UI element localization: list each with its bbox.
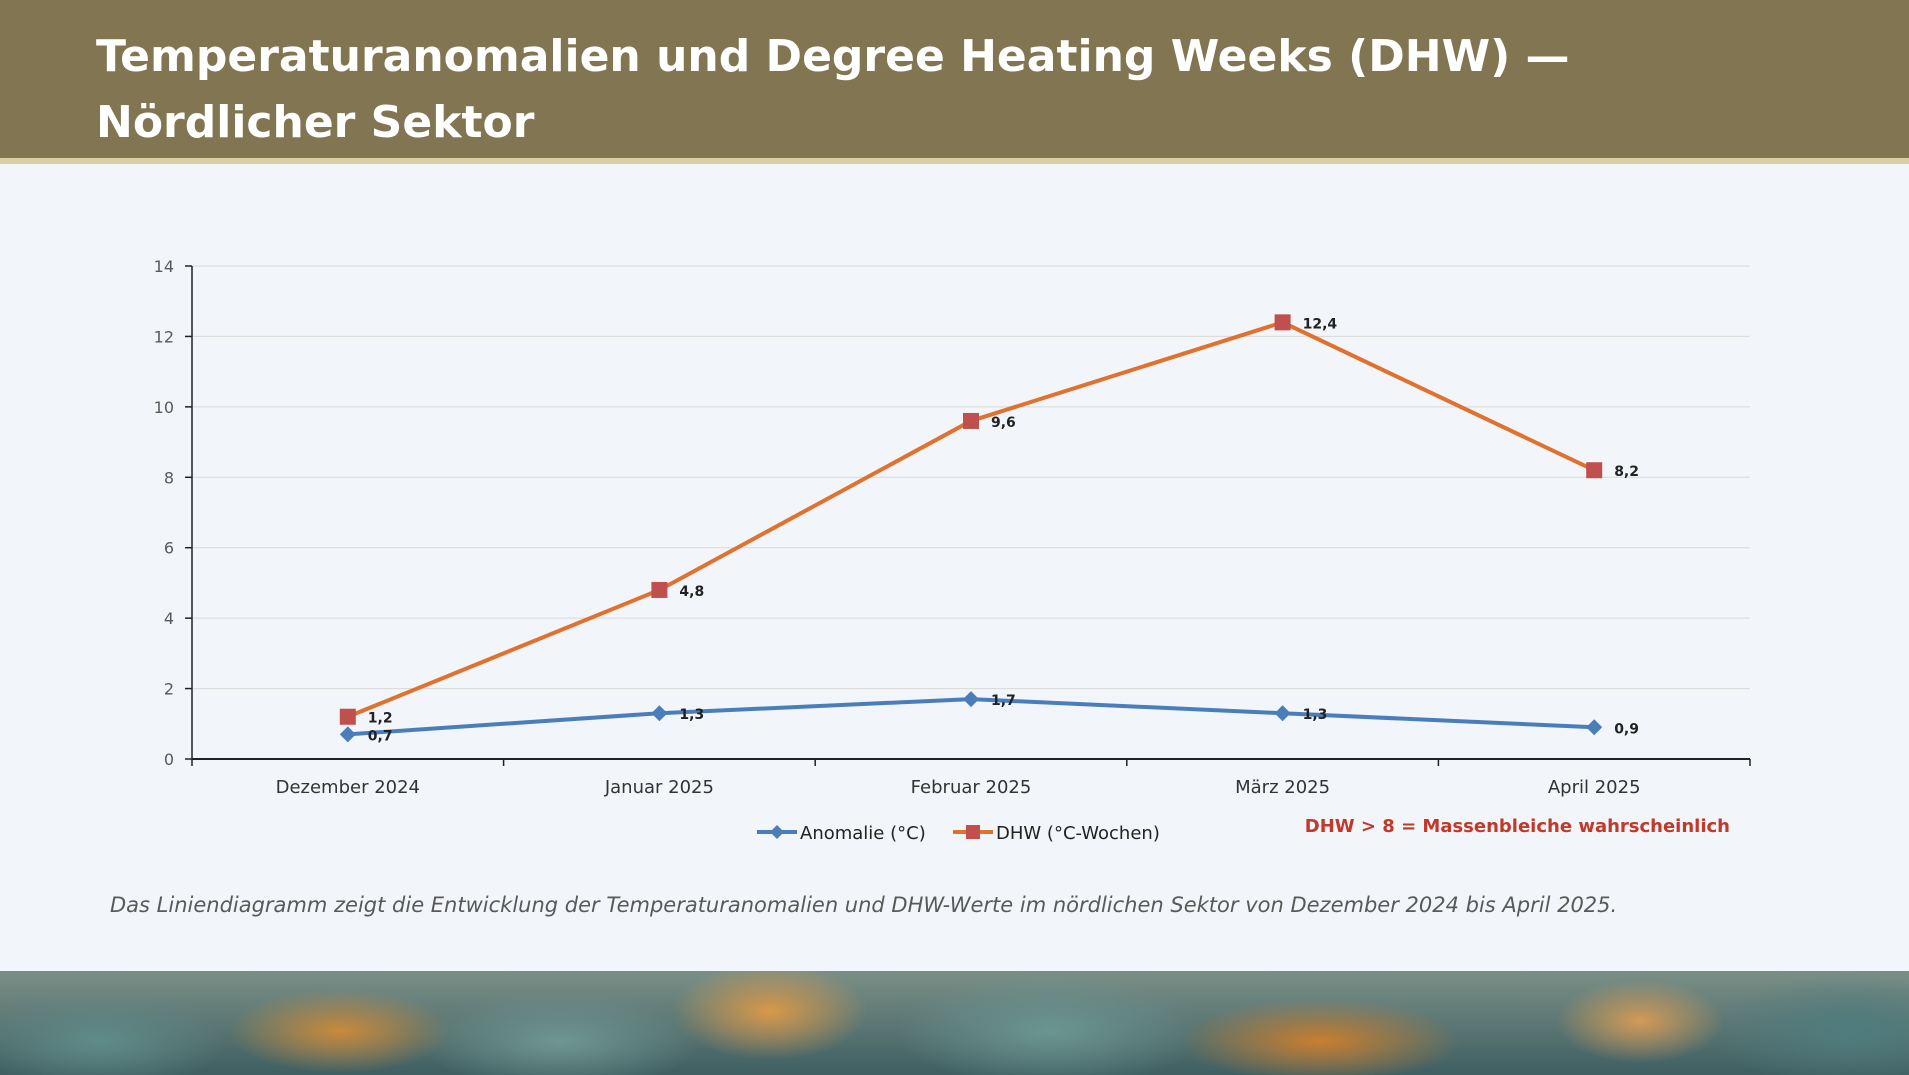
y-tick-label: 10: [154, 398, 174, 417]
series-line: [345, 320, 1597, 719]
data-point: [651, 705, 668, 722]
y-tick-label: 8: [164, 468, 174, 487]
series-anomalie: 0,7 1,3 1,7 1,3 0,9: [339, 691, 1639, 744]
y-tick-label: 4: [164, 609, 174, 628]
series-layer: 0,7 1,3 1,7 1,3 0,9 1,2 4,8 9,6 12,4 8,2: [339, 314, 1639, 744]
coral-reef-image: [0, 971, 1909, 1075]
chart-legend: Anomalie (°C) DHW (°C-Wochen): [757, 823, 1160, 844]
x-tick-label: Dezember 2024: [276, 777, 420, 798]
data-point: [651, 581, 668, 598]
line-chart: 0 2 4 6 8 10 12 14 Dezember 2024 Januar 2025 Febr…: [154, 257, 1751, 844]
y-tick-label: 2: [164, 680, 174, 699]
y-tick-label: 12: [154, 327, 174, 346]
data-label: 0,9: [1614, 721, 1639, 737]
title-bar-underline: [0, 158, 1909, 164]
data-label: 1,3: [679, 707, 704, 723]
data-point: [339, 708, 356, 725]
data-point: [1274, 705, 1291, 722]
data-point: [1586, 719, 1603, 736]
data-point: [963, 412, 979, 429]
axes: [185, 265, 1751, 766]
x-tick-label: Februar 2025: [911, 777, 1032, 798]
gridlines: [192, 265, 1750, 690]
data-point: [963, 691, 979, 708]
legend-marker: [966, 825, 980, 839]
data-label: 1,7: [991, 693, 1016, 709]
data-label: 9,6: [991, 415, 1016, 431]
x-tick-label: März 2025: [1235, 777, 1330, 798]
data-label: 0,7: [368, 728, 393, 744]
x-tick-label: April 2025: [1548, 777, 1641, 798]
legend-item-dhw: DHW (°C-Wochen): [953, 823, 1160, 844]
y-tick-label: 0: [164, 750, 174, 769]
x-tick-label: Januar 2025: [604, 777, 714, 798]
y-tick-label: 6: [164, 539, 174, 558]
data-label: 1,2: [368, 711, 393, 727]
legend-marker: [770, 825, 784, 839]
title-bar: [0, 0, 1909, 158]
y-tick-label: 14: [154, 257, 174, 276]
legend-label: Anomalie (°C): [800, 823, 926, 844]
data-label: 12,4: [1303, 316, 1338, 332]
data-point: [1586, 462, 1603, 479]
chart-caption: Das Liniendiagramm zeigt die Entwicklung…: [110, 893, 1618, 917]
y-tick-labels: 0 2 4 6 8 10 12 14: [154, 257, 174, 769]
data-label: 8,2: [1614, 464, 1639, 480]
legend-item-anomalie: Anomalie (°C): [757, 823, 926, 844]
dhw-threshold-note: DHW > 8 = Massenbleiche wahrscheinlich: [1304, 816, 1730, 837]
series-dhw: 1,2 4,8 9,6 12,4 8,2: [339, 314, 1639, 727]
data-label: 4,8: [679, 584, 704, 600]
data-point: [1274, 314, 1291, 331]
slide-title: Temperaturanomalien und Degree Heating W…: [96, 31, 1570, 148]
legend-label: DHW (°C-Wochen): [996, 823, 1160, 844]
data-point: [339, 726, 356, 743]
data-label: 1,3: [1303, 707, 1328, 723]
x-tick-labels: Dezember 2024 Januar 2025 Februar 2025 März…: [276, 777, 1641, 798]
